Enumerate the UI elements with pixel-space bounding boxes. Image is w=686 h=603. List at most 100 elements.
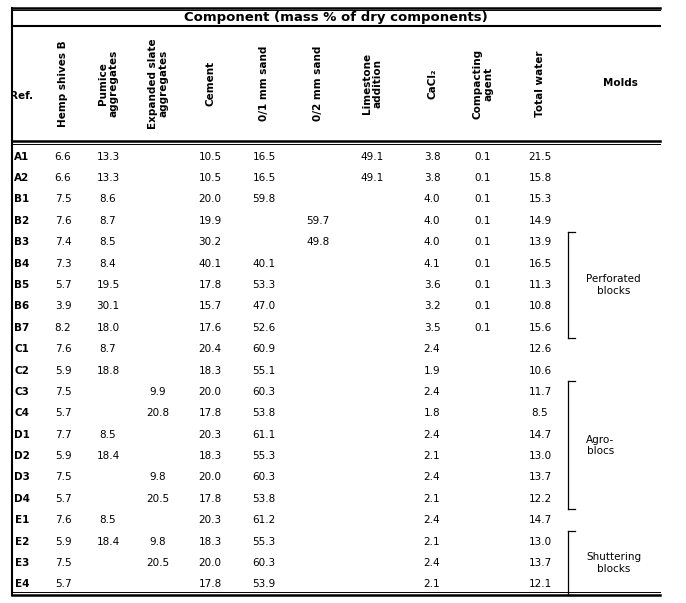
Text: Limestone
addition: Limestone addition <box>362 53 382 114</box>
Text: Expanded slate
aggregates: Expanded slate aggregates <box>147 38 168 129</box>
Text: 2.1: 2.1 <box>424 451 440 461</box>
Text: CaCl₂: CaCl₂ <box>427 68 437 99</box>
Text: 17.8: 17.8 <box>198 280 222 290</box>
Text: 60.3: 60.3 <box>252 387 276 397</box>
Text: 16.5: 16.5 <box>252 152 276 162</box>
Text: 18.0: 18.0 <box>97 323 119 333</box>
Text: E1: E1 <box>15 515 29 525</box>
Text: 4.1: 4.1 <box>424 259 440 268</box>
Text: 8.7: 8.7 <box>99 216 117 226</box>
Text: D4: D4 <box>14 494 30 504</box>
Text: 7.6: 7.6 <box>55 216 71 226</box>
Text: 12.1: 12.1 <box>528 579 552 589</box>
Text: 20.0: 20.0 <box>198 472 222 482</box>
Text: 53.8: 53.8 <box>252 408 276 418</box>
Text: 17.8: 17.8 <box>198 494 222 504</box>
Text: 20.5: 20.5 <box>146 494 169 504</box>
Text: 40.1: 40.1 <box>252 259 276 268</box>
Text: 53.9: 53.9 <box>252 579 276 589</box>
Text: D1: D1 <box>14 430 30 440</box>
Text: 8.7: 8.7 <box>99 344 117 354</box>
Text: 17.6: 17.6 <box>198 323 222 333</box>
Text: 16.5: 16.5 <box>252 173 276 183</box>
Text: 7.6: 7.6 <box>55 515 71 525</box>
Text: D2: D2 <box>14 451 30 461</box>
Text: 13.3: 13.3 <box>96 173 119 183</box>
Text: 52.6: 52.6 <box>252 323 276 333</box>
Text: B2: B2 <box>14 216 29 226</box>
Text: 13.7: 13.7 <box>528 472 552 482</box>
Text: 7.3: 7.3 <box>55 259 71 268</box>
Text: 2.4: 2.4 <box>424 515 440 525</box>
Text: 5.7: 5.7 <box>55 408 71 418</box>
Text: 0.1: 0.1 <box>475 237 491 247</box>
Text: A2: A2 <box>14 173 29 183</box>
Text: 13.9: 13.9 <box>528 237 552 247</box>
Text: 2.4: 2.4 <box>424 387 440 397</box>
Text: Cement: Cement <box>205 61 215 106</box>
Text: 59.7: 59.7 <box>307 216 330 226</box>
Text: 4.0: 4.0 <box>424 216 440 226</box>
Text: 18.4: 18.4 <box>96 451 119 461</box>
Text: B7: B7 <box>14 323 29 333</box>
Text: B4: B4 <box>14 259 29 268</box>
Text: 61.1: 61.1 <box>252 430 276 440</box>
Text: 20.5: 20.5 <box>146 558 169 568</box>
Text: Hemp shives B: Hemp shives B <box>58 40 68 127</box>
Text: 53.8: 53.8 <box>252 494 276 504</box>
Text: 9.9: 9.9 <box>150 387 166 397</box>
Text: 60.3: 60.3 <box>252 558 276 568</box>
Text: Perforated
blocks: Perforated blocks <box>586 274 641 296</box>
Text: 3.6: 3.6 <box>424 280 440 290</box>
Text: 7.5: 7.5 <box>55 472 71 482</box>
Text: 20.0: 20.0 <box>198 387 222 397</box>
Text: 13.7: 13.7 <box>528 558 552 568</box>
Text: 6.6: 6.6 <box>55 173 71 183</box>
Text: 18.4: 18.4 <box>96 537 119 546</box>
Text: D3: D3 <box>14 472 30 482</box>
Text: 8.5: 8.5 <box>532 408 548 418</box>
Text: 14.7: 14.7 <box>528 515 552 525</box>
Text: 18.3: 18.3 <box>198 537 222 546</box>
Text: 8.6: 8.6 <box>99 194 117 204</box>
Text: 8.4: 8.4 <box>99 259 117 268</box>
Text: 2.4: 2.4 <box>424 472 440 482</box>
Text: 3.8: 3.8 <box>424 152 440 162</box>
Text: 0.1: 0.1 <box>475 216 491 226</box>
Text: 20.0: 20.0 <box>198 194 222 204</box>
Text: B1: B1 <box>14 194 29 204</box>
Text: 18.3: 18.3 <box>198 451 222 461</box>
Text: Compacting
agent: Compacting agent <box>473 48 493 119</box>
Text: 0.1: 0.1 <box>475 152 491 162</box>
Text: 49.1: 49.1 <box>360 173 383 183</box>
Text: 11.3: 11.3 <box>528 280 552 290</box>
Text: 5.7: 5.7 <box>55 579 71 589</box>
Text: 3.2: 3.2 <box>424 302 440 311</box>
Text: 60.3: 60.3 <box>252 472 276 482</box>
Text: 20.3: 20.3 <box>198 515 222 525</box>
Text: 9.8: 9.8 <box>150 537 166 546</box>
Text: Component (mass % of dry components): Component (mass % of dry components) <box>184 10 488 24</box>
Text: 0.1: 0.1 <box>475 280 491 290</box>
Text: 55.3: 55.3 <box>252 451 276 461</box>
Text: 0.1: 0.1 <box>475 259 491 268</box>
Text: B3: B3 <box>14 237 29 247</box>
Text: 8.5: 8.5 <box>99 430 117 440</box>
Text: 12.2: 12.2 <box>528 494 552 504</box>
Text: B6: B6 <box>14 302 29 311</box>
Text: C4: C4 <box>14 408 29 418</box>
Text: A1: A1 <box>14 152 29 162</box>
Text: E3: E3 <box>15 558 29 568</box>
Text: 0/2 mm sand: 0/2 mm sand <box>313 46 323 121</box>
Text: 7.5: 7.5 <box>55 387 71 397</box>
Text: B5: B5 <box>14 280 29 290</box>
Text: 17.8: 17.8 <box>198 408 222 418</box>
Text: 21.5: 21.5 <box>528 152 552 162</box>
Text: 1.9: 1.9 <box>424 365 440 376</box>
Text: E4: E4 <box>15 579 29 589</box>
Text: 47.0: 47.0 <box>252 302 276 311</box>
Text: 5.9: 5.9 <box>55 537 71 546</box>
Text: 2.1: 2.1 <box>424 537 440 546</box>
Text: 15.3: 15.3 <box>528 194 552 204</box>
Text: Agro-
blocs: Agro- blocs <box>586 435 614 456</box>
